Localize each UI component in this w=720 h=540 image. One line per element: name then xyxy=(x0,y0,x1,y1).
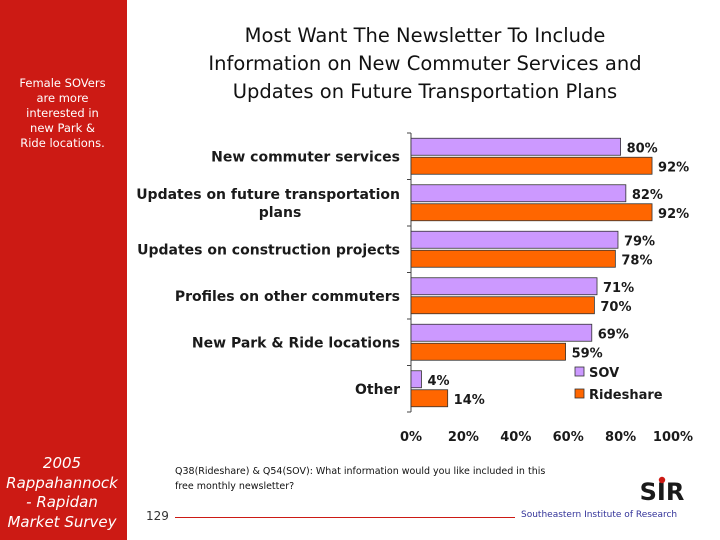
logo-dot xyxy=(658,476,666,484)
page-number: 129 xyxy=(146,509,169,523)
bar-rideshare xyxy=(410,389,449,408)
question-footnote: Q38(Rideshare) & Q54(SOV): What informat… xyxy=(175,464,615,494)
category-label: Profiles on other commuters xyxy=(175,289,400,305)
legend-label: SOV xyxy=(589,366,619,381)
x-tick-label: 100% xyxy=(653,430,693,445)
survey-line: Market Survey xyxy=(7,512,117,531)
bar-value-label: 92% xyxy=(658,160,689,175)
side-note-line: Ride locations. xyxy=(20,136,105,150)
footer-rule xyxy=(175,517,515,518)
side-note-line: new Park & xyxy=(30,121,95,135)
organization-name: Southeastern Institute of Research xyxy=(521,510,678,520)
x-tick-label: 40% xyxy=(500,430,531,445)
survey-line: - Rapidan xyxy=(26,493,98,511)
bar-rideshare xyxy=(410,296,595,315)
x-tick-label: 20% xyxy=(448,430,479,445)
bar-sov xyxy=(410,230,619,249)
category-label: plans xyxy=(259,205,302,221)
bar-rideshare xyxy=(410,342,566,361)
bar-rideshare xyxy=(410,156,653,175)
bar-value-label: 80% xyxy=(627,141,658,156)
slide-title: Most Want The Newsletter To Include Info… xyxy=(160,22,690,106)
category-label: New commuter services xyxy=(211,149,400,165)
side-note: Female SOVers are more interested in new… xyxy=(2,76,123,151)
side-note-line: are more xyxy=(36,91,89,105)
category-label: Other xyxy=(355,382,400,398)
bar-sov xyxy=(410,370,422,389)
side-note-line: interested in xyxy=(26,106,99,120)
footnote-line: free monthly newsletter? xyxy=(175,481,295,492)
bar-sov xyxy=(410,137,622,156)
legend-swatch-sov xyxy=(574,366,585,377)
bar-value-label: 69% xyxy=(598,327,629,342)
footnote-line: Q38(Rideshare) & Q54(SOV): What informat… xyxy=(175,466,546,477)
bar-rideshare xyxy=(410,249,616,268)
bar-value-label: 78% xyxy=(621,253,652,268)
side-note-line: Female SOVers xyxy=(19,76,106,90)
sir-logo: SIR xyxy=(640,476,684,504)
bar-sov xyxy=(410,277,598,296)
bar-value-label: 92% xyxy=(658,207,689,222)
title-line: Most Want The Newsletter To Include xyxy=(244,24,606,47)
x-tick-label: 80% xyxy=(605,430,636,445)
category-label: Updates on construction projects xyxy=(137,242,400,258)
bar-sov xyxy=(410,323,593,342)
bar-value-label: 71% xyxy=(603,281,634,296)
bar-value-label: 14% xyxy=(454,393,485,408)
bar-value-label: 82% xyxy=(632,188,663,203)
bar-rideshare xyxy=(410,203,653,222)
sidebar: Female SOVers are more interested in new… xyxy=(0,0,127,540)
category-label: Updates on future transportation xyxy=(136,187,400,203)
legend-swatch-rideshare xyxy=(574,388,585,399)
legend-label: Rideshare xyxy=(589,388,663,403)
x-tick-label: 0% xyxy=(400,430,422,445)
x-tick-label: 60% xyxy=(553,430,584,445)
bar-value-label: 59% xyxy=(572,346,603,361)
survey-line: Rappahannock xyxy=(6,473,118,492)
category-label: New Park & Ride locations xyxy=(192,335,400,351)
bar-value-label: 4% xyxy=(427,374,449,389)
title-line: Updates on Future Transportation Plans xyxy=(232,80,618,103)
title-line: Information on New Commuter Services and xyxy=(208,52,642,75)
bar-sov xyxy=(410,184,627,203)
bar-value-label: 79% xyxy=(624,234,655,249)
survey-name: 2005 Rappahannock - Rapidan Market Surve… xyxy=(0,454,124,532)
survey-line: 2005 xyxy=(42,454,82,472)
bar-value-label: 70% xyxy=(600,300,631,315)
